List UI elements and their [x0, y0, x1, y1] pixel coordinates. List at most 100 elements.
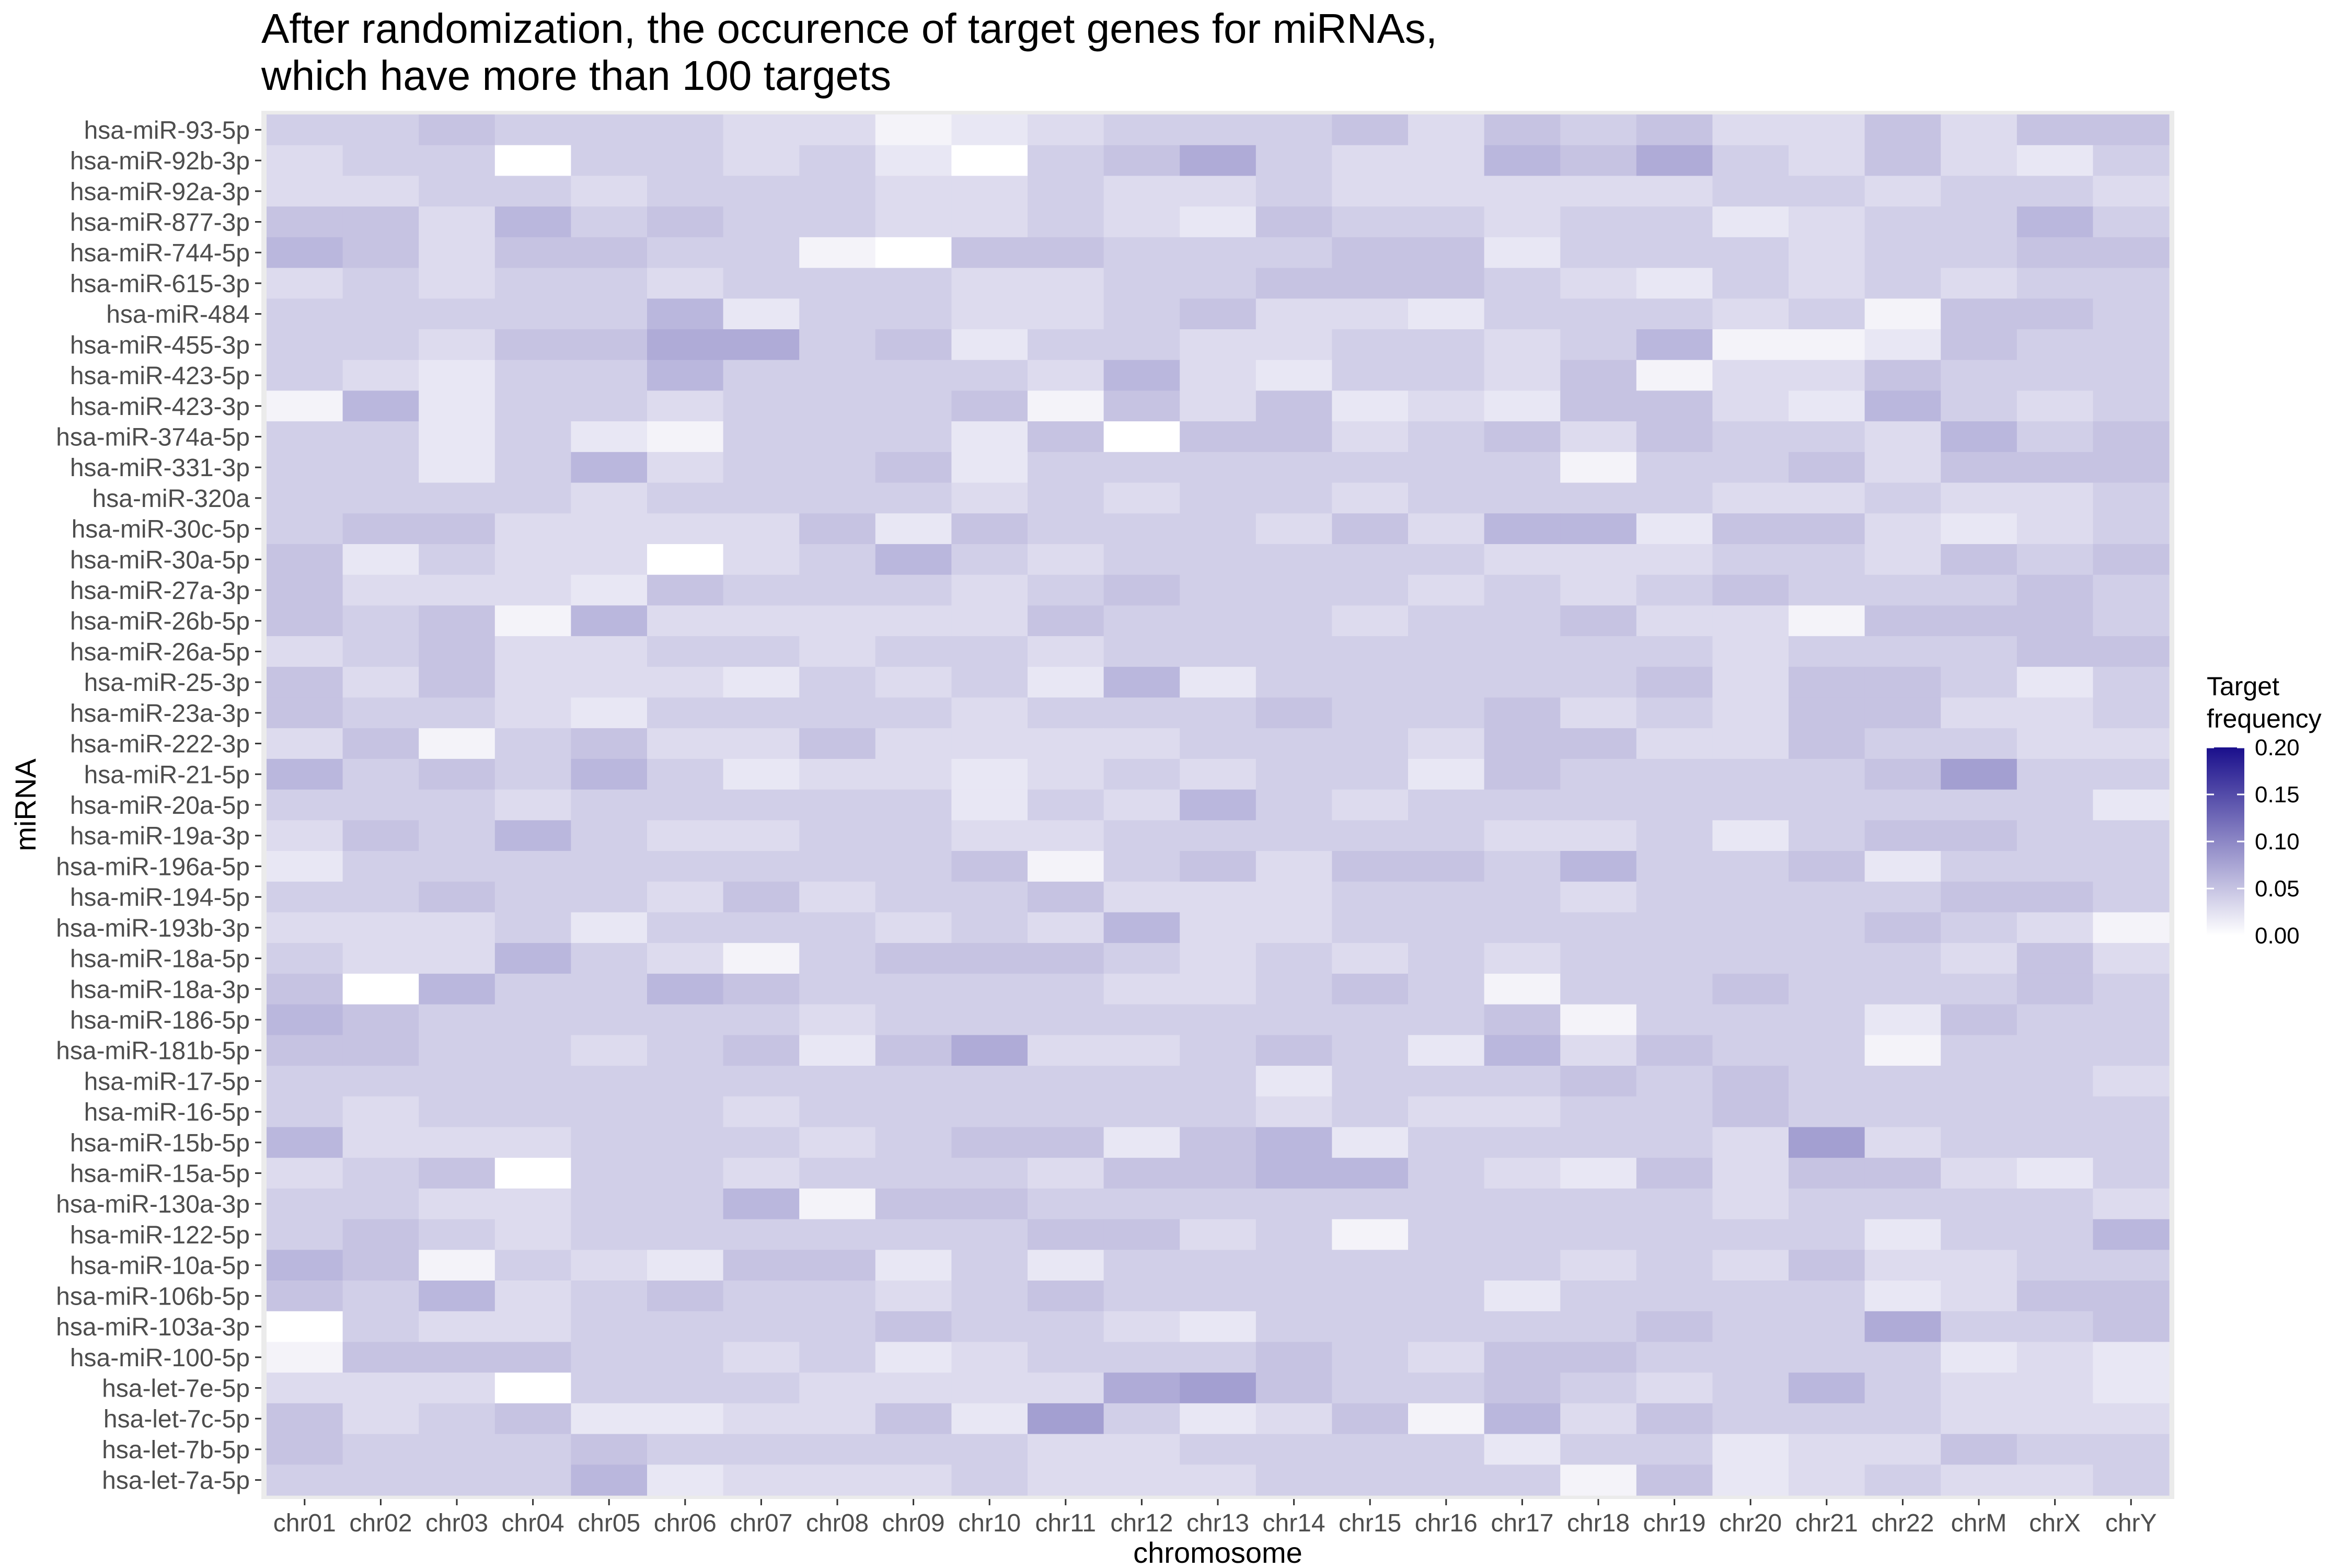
colorbar-tick-label: 0.10: [2255, 829, 2300, 855]
heatmap-cell: [647, 421, 724, 453]
heatmap-cell: [494, 943, 571, 974]
heatmap-cell: [875, 758, 952, 790]
heatmap-cell: [1941, 912, 2017, 943]
heatmap-cell: [1180, 390, 1256, 422]
heatmap-cell: [723, 851, 800, 882]
heatmap-cell: [1712, 513, 1789, 545]
heatmap-cell: [571, 1403, 648, 1435]
y-tick-label: hsa-miR-193b-3p: [56, 915, 250, 942]
heatmap-cell: [419, 666, 495, 698]
heatmap-cell: [2093, 1219, 2170, 1250]
heatmap-cell: [1332, 943, 1409, 974]
heatmap-cell: [1864, 1342, 1941, 1373]
heatmap-cell: [1408, 943, 1485, 974]
heatmap-cell: [342, 114, 419, 146]
heatmap-cell: [267, 1434, 343, 1465]
heatmap-cell: [267, 789, 343, 821]
heatmap-cell: [723, 1035, 800, 1066]
heatmap-cell: [1941, 697, 2017, 729]
heatmap-cell: [723, 1188, 800, 1220]
x-tick-label: chr17: [1491, 1509, 1553, 1537]
heatmap-cell: [1941, 574, 2017, 606]
heatmap-cell: [1255, 1403, 1332, 1435]
heatmap-cell: [1255, 1188, 1332, 1220]
heatmap-cell: [2016, 1311, 2093, 1343]
heatmap-cell: [1028, 360, 1104, 391]
heatmap-cell: [571, 1342, 648, 1373]
heatmap-cell: [419, 1188, 495, 1220]
heatmap-cell: [1712, 360, 1789, 391]
heatmap-cell: [2093, 973, 2170, 1005]
heatmap-cell: [1103, 1465, 1180, 1496]
heatmap-cell: [1636, 298, 1713, 330]
heatmap-cell: [2016, 360, 2093, 391]
heatmap-cell: [2093, 1465, 2170, 1496]
heatmap-cell: [799, 943, 876, 974]
heatmap-cell: [1484, 1403, 1561, 1435]
heatmap-cell: [1255, 1373, 1332, 1404]
heatmap-cell: [1560, 390, 1637, 422]
heatmap-cell: [342, 176, 419, 207]
heatmap-cell: [2016, 544, 2093, 575]
heatmap-cell: [723, 298, 800, 330]
heatmap-cell: [1255, 1219, 1332, 1250]
heatmap-cell: [723, 1373, 800, 1404]
heatmap-cell: [723, 114, 800, 146]
heatmap-cell: [419, 1465, 495, 1496]
heatmap-cell: [1864, 973, 1941, 1005]
heatmap-cell: [1028, 452, 1104, 483]
heatmap-cell: [951, 513, 1028, 545]
heatmap-cell: [1560, 1250, 1637, 1281]
heatmap-cell: [342, 482, 419, 514]
heatmap-cell: [2016, 1096, 2093, 1128]
heatmap-cell: [647, 482, 724, 514]
heatmap-cell: [267, 758, 343, 790]
heatmap-cell: [2016, 1281, 2093, 1312]
heatmap-cell: [342, 1342, 419, 1373]
heatmap-cell: [419, 636, 495, 667]
heatmap-cell: [571, 789, 648, 821]
heatmap-cell: [1864, 881, 1941, 913]
heatmap-cell: [1332, 1127, 1409, 1158]
heatmap-cell: [1255, 1127, 1332, 1158]
heatmap-cell: [1332, 1035, 1409, 1066]
heatmap-cell: [342, 973, 419, 1005]
heatmap-cell: [1408, 1066, 1485, 1097]
heatmap-cell: [1789, 1434, 1865, 1465]
heatmap-cell: [267, 1127, 343, 1158]
heatmap-cell: [799, 851, 876, 882]
heatmap-cell: [2016, 145, 2093, 177]
heatmap-cell: [1255, 666, 1332, 698]
heatmap-cell: [647, 1188, 724, 1220]
heatmap-cell: [723, 421, 800, 453]
heatmap-cell: [647, 1096, 724, 1128]
heatmap-cell: [1028, 1127, 1104, 1158]
heatmap-cell: [1712, 666, 1789, 698]
heatmap-cell: [342, 329, 419, 361]
heatmap-cell: [1484, 1219, 1561, 1250]
heatmap-cell: [951, 697, 1028, 729]
heatmap-cell: [1028, 1465, 1104, 1496]
heatmap-cell: [799, 1158, 876, 1189]
heatmap-cell: [1484, 1066, 1561, 1097]
heatmap-cell: [1103, 1311, 1180, 1343]
heatmap-cell: [571, 1035, 648, 1066]
heatmap-cell: [342, 574, 419, 606]
heatmap-cell: [571, 145, 648, 177]
heatmap-cell: [342, 298, 419, 330]
x-tick-label: chr06: [654, 1509, 717, 1537]
heatmap-cell: [1941, 544, 2017, 575]
heatmap-cell: [2016, 1250, 2093, 1281]
heatmap-cell: [1789, 452, 1865, 483]
heatmap-cell: [267, 482, 343, 514]
heatmap-cell: [571, 268, 648, 299]
heatmap-cell: [1332, 820, 1409, 851]
heatmap-cell: [1028, 1403, 1104, 1435]
heatmap-cell: [1103, 298, 1180, 330]
heatmap-cell: [1180, 482, 1256, 514]
heatmap-cell: [2093, 605, 2170, 637]
heatmap-cell: [571, 1096, 648, 1128]
heatmap-cell: [2093, 1434, 2170, 1465]
heatmap-cell: [875, 1373, 952, 1404]
y-tick-label: hsa-miR-103a-3p: [56, 1313, 250, 1341]
